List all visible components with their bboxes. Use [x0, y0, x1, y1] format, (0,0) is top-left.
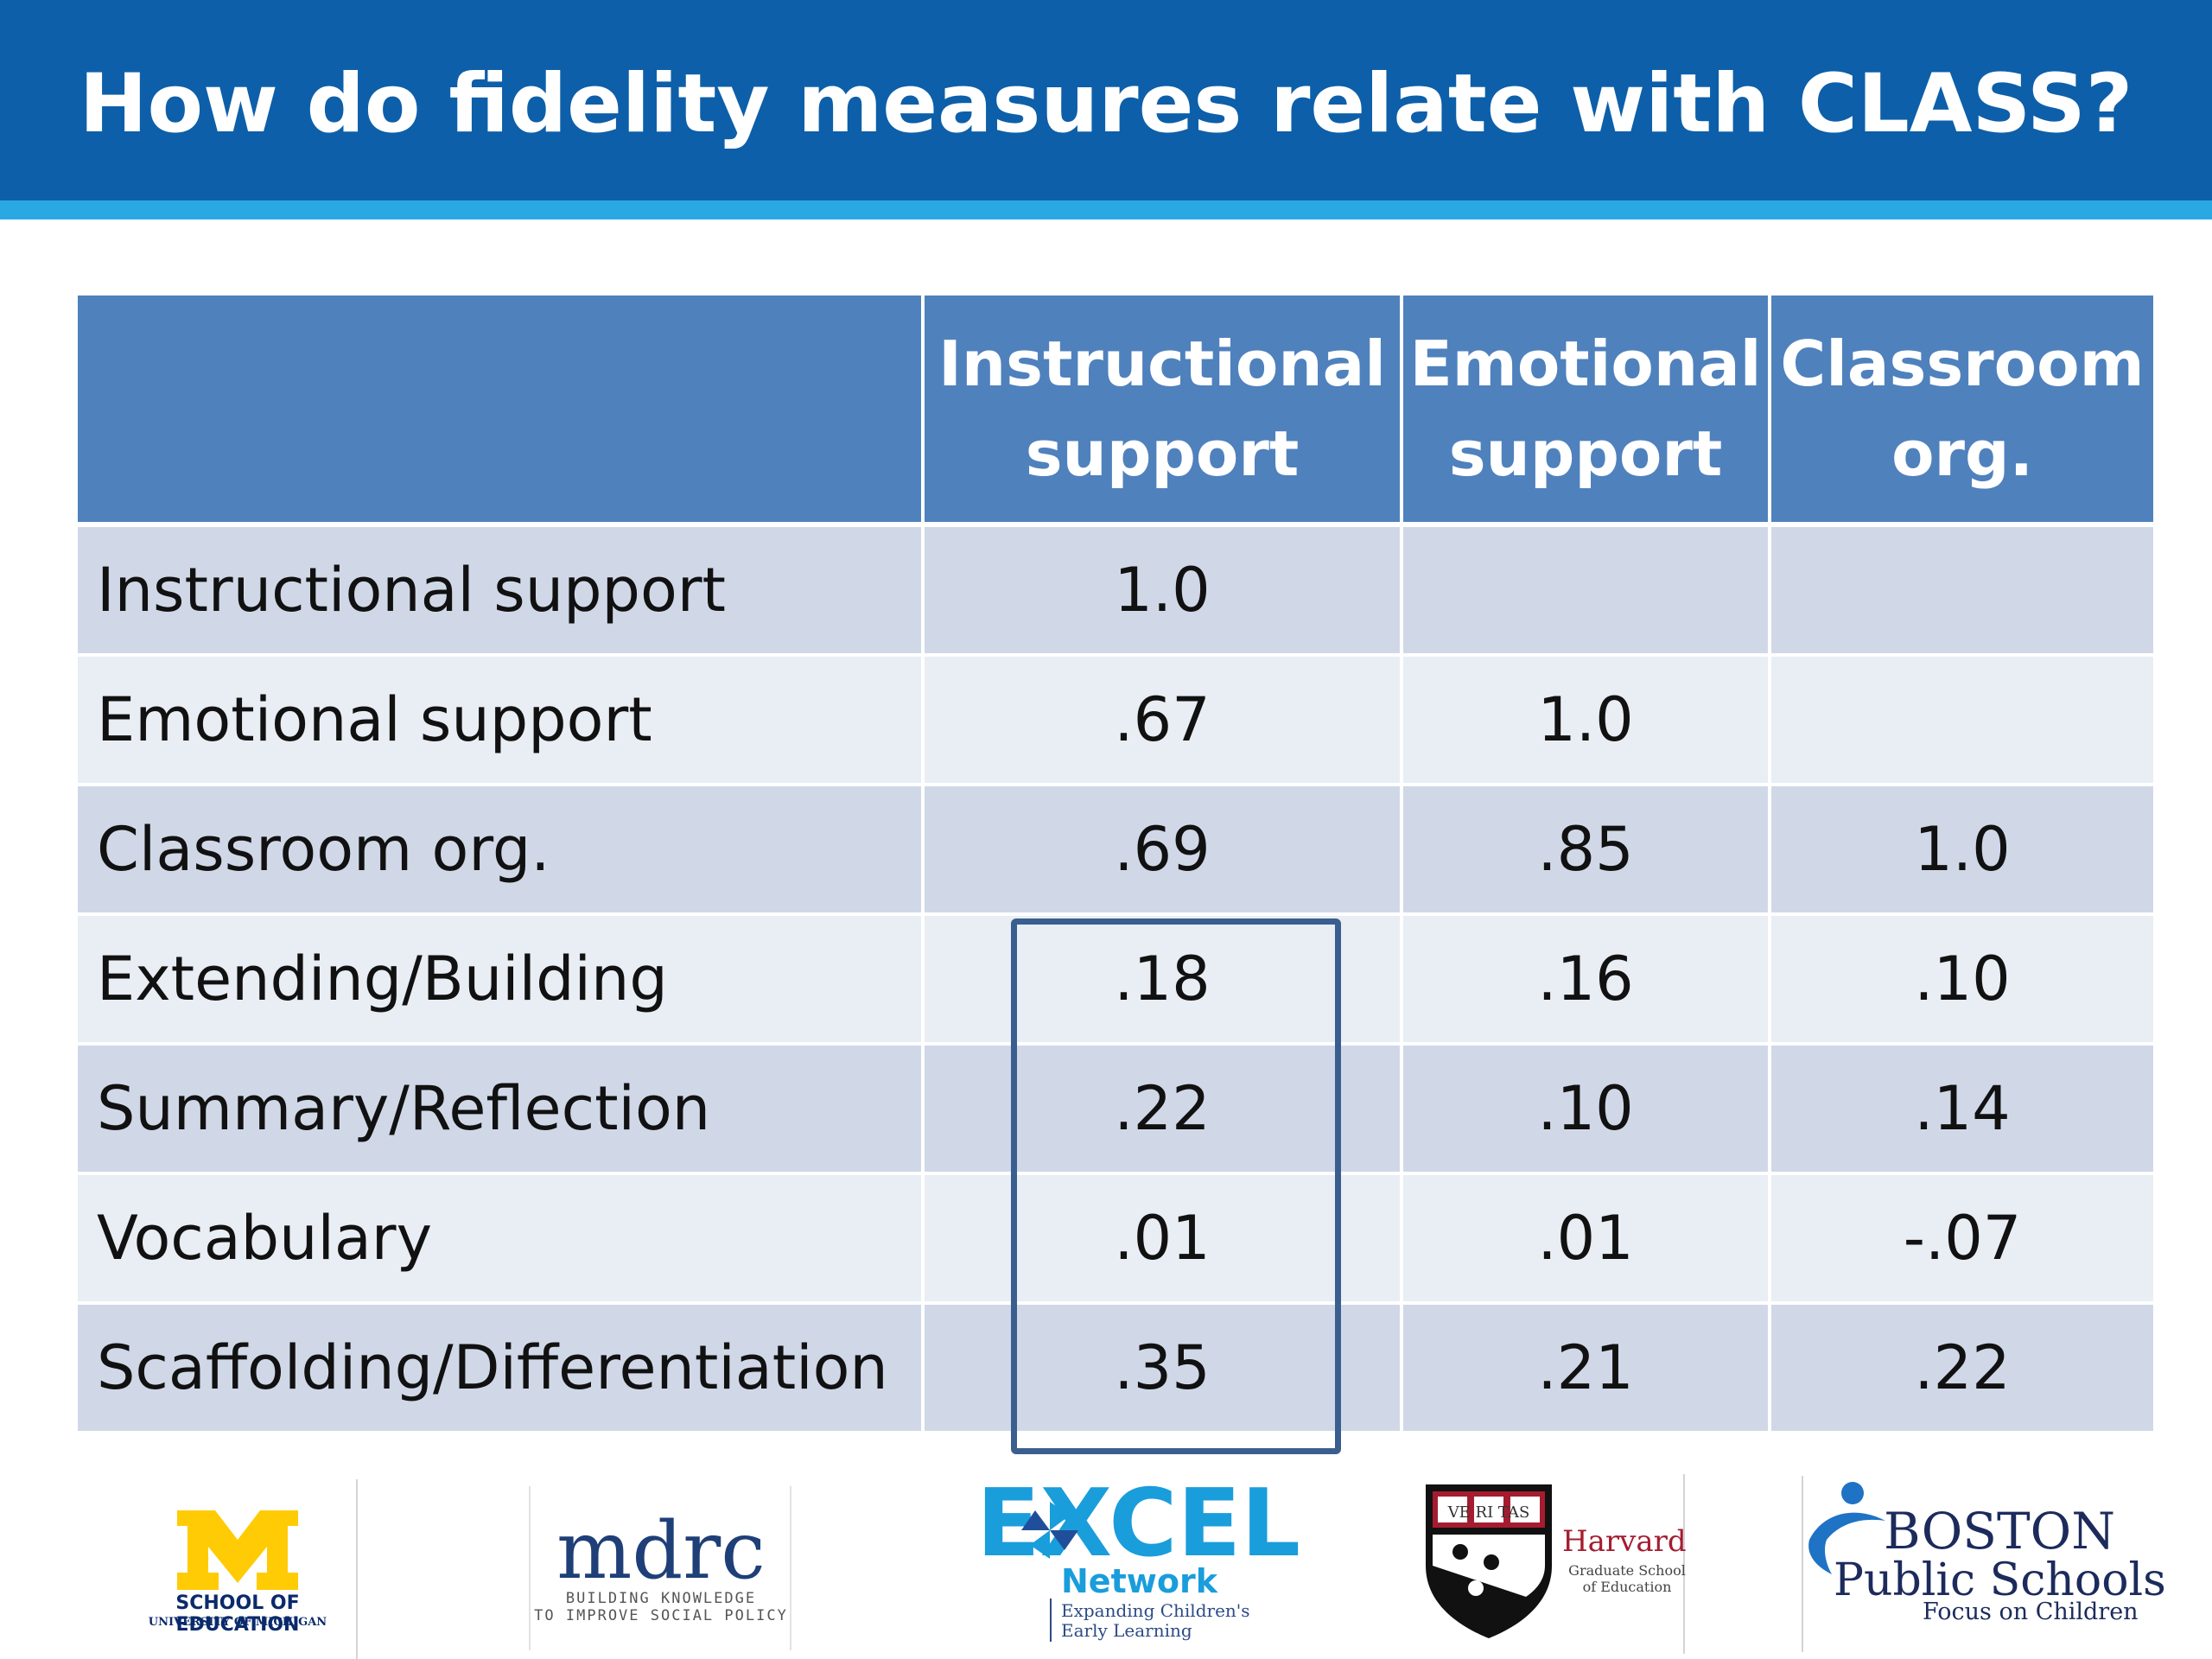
mdrc-tagline: BUILDING KNOWLEDGE TO IMPROVE SOCIAL POL… [531, 1590, 791, 1624]
harvard-shield-motto: VE RI TAS [1447, 1503, 1530, 1522]
cell-value: .35 [921, 1303, 1403, 1434]
harvard-subtitle-line2: of Education [1582, 1579, 1672, 1595]
cell-value: .85 [1400, 785, 1771, 916]
cell-value: .21 [1400, 1303, 1771, 1434]
logo-divider [356, 1479, 358, 1659]
header-corner-cell [74, 296, 925, 527]
cell-value: .18 [921, 914, 1403, 1046]
cell-value [1768, 655, 2157, 786]
row-label: Scaffolding/Differentiation [74, 1303, 925, 1434]
table-row: Vocabulary .01 .01 -.07 [74, 1173, 2157, 1305]
bps-tagline: Focus on Children [1923, 1599, 2139, 1625]
row-label: Classroom org. [74, 785, 925, 916]
row-label: Vocabulary [74, 1173, 925, 1305]
cell-value: .10 [1400, 1044, 1771, 1175]
logo-divider [1802, 1476, 1803, 1652]
column-header-line1: Classroom [1780, 327, 2145, 400]
cell-value [1768, 524, 2157, 657]
cell-value: .10 [1768, 914, 2157, 1046]
umich-university-label: UNIVERSITY OF MICHIGAN [148, 1616, 327, 1629]
column-header-line2: support [1448, 417, 1723, 490]
bps-figure-icon [1808, 1482, 1885, 1574]
logo-divider [790, 1486, 791, 1650]
table-row: Classroom org. .69 .85 1.0 [74, 785, 2157, 916]
logo-divider [1050, 1599, 1052, 1642]
table-row: Instructional support 1.0 [74, 524, 2157, 657]
pinwheel-icon [1021, 1502, 1078, 1559]
table-row: Summary/Reflection .22 .10 .14 [74, 1044, 2157, 1175]
excel-tagline: Expanding Children's Early Learning [1061, 1601, 1268, 1641]
logo-divider [1683, 1474, 1685, 1654]
cell-value [1400, 524, 1771, 657]
harvard-shield-icon: VE RI TAS [1426, 1484, 1552, 1638]
excel-tagline-line1: Expanding Children's [1061, 1600, 1250, 1621]
title-accent-stripe [0, 200, 2212, 219]
table-row: Emotional support .67 1.0 [74, 655, 2157, 786]
highlight-box [1011, 918, 1341, 1454]
cell-value: 1.0 [1768, 785, 2157, 916]
excel-network-label: Network [1061, 1562, 1217, 1600]
umich-school-label: SCHOOL OF EDUCATION [175, 1592, 300, 1636]
logo-divider [529, 1486, 531, 1650]
cell-value: .22 [1768, 1303, 2157, 1434]
harvard-subtitle: Graduate School of Education [1562, 1562, 1692, 1595]
column-header-line1: Instructional [938, 327, 1386, 400]
mdrc-tagline-line1: BUILDING KNOWLEDGE [565, 1590, 757, 1607]
cell-value: .01 [921, 1173, 1403, 1305]
table-row: Extending/Building .18 .16 .10 [74, 914, 2157, 1046]
cell-value: .14 [1768, 1044, 2157, 1175]
cell-value: .67 [921, 655, 1403, 786]
correlation-table: Instructional support Emotional support … [74, 296, 2157, 1434]
cell-value: 1.0 [921, 524, 1403, 657]
row-label: Instructional support [74, 524, 925, 657]
mdrc-tagline-line2: TO IMPROVE SOCIAL POLICY [534, 1607, 788, 1624]
column-header-line2: support [1025, 417, 1300, 490]
table-row: Scaffolding/Differentiation .35 .21 .22 [74, 1303, 2157, 1434]
excel-tagline-line2: Early Learning [1061, 1620, 1192, 1641]
bps-public-schools-label: Public Schools [1834, 1554, 2166, 1606]
excel-wordmark: EXCEL [976, 1470, 1301, 1578]
row-label: Emotional support [74, 655, 925, 786]
umich-block-m-logo [177, 1510, 298, 1590]
cell-value: .22 [921, 1044, 1403, 1175]
row-label: Summary/Reflection [74, 1044, 925, 1175]
table-header-row: Instructional support Emotional support … [74, 296, 2157, 527]
cell-value: .69 [921, 785, 1403, 916]
column-header-line1: Emotional [1409, 327, 1762, 400]
column-header-instructional-support: Instructional support [921, 296, 1403, 527]
harvard-name: Harvard [1562, 1524, 1687, 1559]
title-bar [0, 0, 2212, 200]
mdrc-wordmark: mdrc [556, 1504, 766, 1597]
bps-boston-label: BOSTON [1884, 1502, 2115, 1560]
harvard-subtitle-line1: Graduate School [1568, 1562, 1686, 1579]
cell-value: -.07 [1768, 1173, 2157, 1305]
row-label: Extending/Building [74, 914, 925, 1046]
column-header-emotional-support: Emotional support [1400, 296, 1771, 527]
slide-title: How do fidelity measures relate with CLA… [79, 56, 2133, 151]
cell-value: .01 [1400, 1173, 1771, 1305]
cell-value: 1.0 [1400, 655, 1771, 786]
column-header-line2: org. [1891, 417, 2033, 490]
cell-value: .16 [1400, 914, 1771, 1046]
column-header-classroom-org: Classroom org. [1768, 296, 2157, 527]
